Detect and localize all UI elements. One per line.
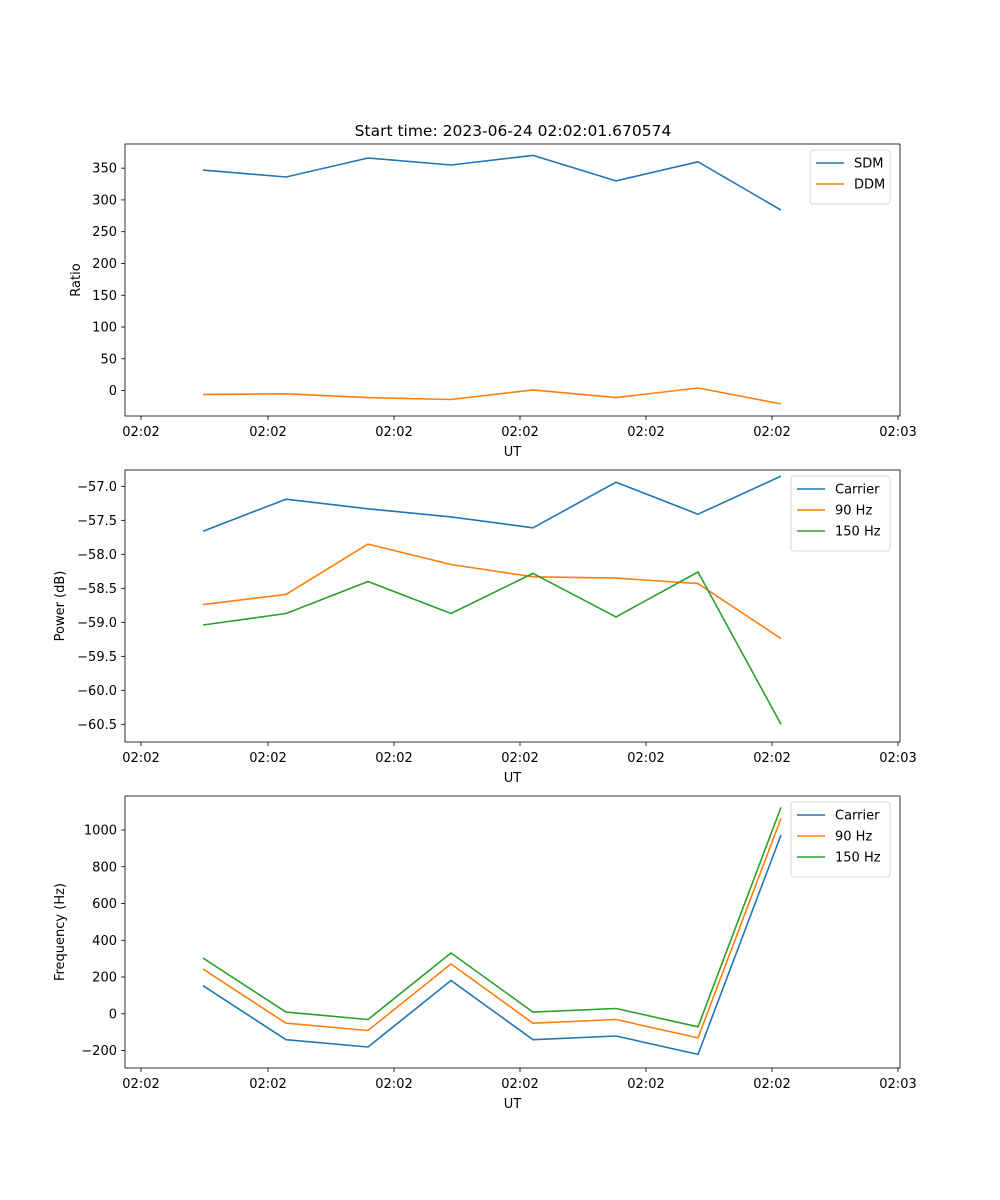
y-tick-label: −57.5 (77, 514, 117, 529)
x-axis-label: UT (504, 445, 522, 460)
x-tick-label: 02:03 (879, 1077, 916, 1092)
y-axis-label: Power (dB) (53, 571, 68, 642)
y-tick-label: −200 (81, 1044, 117, 1059)
y-tick-label: 300 (92, 193, 117, 208)
y-tick-label: 50 (100, 352, 117, 367)
y-tick-label: 350 (92, 162, 117, 177)
y-tick-label: 200 (92, 971, 117, 986)
x-tick-label: 02:02 (375, 1077, 412, 1092)
legend-label: 90 Hz (835, 504, 872, 519)
series-line-150-hz (202, 807, 782, 1028)
x-tick-label: 02:02 (627, 425, 664, 440)
plot-frame (124, 469, 901, 743)
y-tick-label: −59.0 (77, 616, 117, 631)
legend-label: Carrier (835, 483, 880, 498)
x-tick-label: 02:02 (375, 751, 412, 766)
x-tick-label: 02:02 (375, 425, 412, 440)
figure-title: Start time: 2023-06-24 02:02:01.670574 (355, 122, 672, 140)
y-tick-label: −58.5 (77, 582, 117, 597)
x-tick-label: 02:02 (501, 425, 538, 440)
chart-panel-2: 02:02 02:02 02:02 02:02 02:02 02:02 02:03 UT −57… (53, 469, 917, 786)
legend-label: SDM (854, 157, 883, 172)
x-tick-label: 02:02 (122, 751, 159, 766)
legend-box (790, 801, 891, 878)
y-tick-label: 100 (92, 321, 117, 336)
x-tick-label: 02:03 (879, 751, 916, 766)
x-tick-label: 02:02 (627, 751, 664, 766)
x-tick-label: 02:02 (501, 1077, 538, 1092)
series-line-150-hz (202, 571, 782, 725)
y-tick-label: 0 (109, 384, 117, 399)
x-tick-label: 02:02 (249, 425, 286, 440)
x-tick-label: 02:02 (122, 425, 159, 440)
series-line-90-hz (202, 818, 782, 1039)
y-tick-label: −58.0 (77, 548, 117, 563)
x-tick-label: 02:03 (879, 425, 916, 440)
legend-label: 150 Hz (835, 851, 881, 866)
y-tick-label: 250 (92, 225, 117, 240)
y-tick-label: 600 (92, 897, 117, 912)
series-line-carrier (202, 475, 782, 532)
series-line-sdm (202, 154, 782, 211)
legend-label: 90 Hz (835, 830, 872, 845)
legend-box (790, 475, 891, 552)
y-tick-label: 1000 (84, 824, 117, 839)
y-axis-label: Frequency (Hz) (53, 883, 68, 981)
y-tick-label: −60.5 (77, 718, 117, 733)
series-line-90-hz (202, 543, 782, 640)
x-tick-label: 02:02 (122, 1077, 159, 1092)
y-tick-label: 0 (109, 1007, 117, 1022)
plot-frame (124, 795, 901, 1069)
y-axis-label: Ratio (69, 263, 84, 296)
legend-label: 150 Hz (835, 525, 881, 540)
x-tick-label: 02:02 (249, 751, 286, 766)
legend-label: Carrier (835, 809, 880, 824)
chart-panel-1: 02:02 02:02 02:02 02:02 02:02 02:02 02:03 UT 0 50… (69, 143, 917, 460)
y-tick-label: 200 (92, 257, 117, 272)
x-axis-label: UT (504, 1097, 522, 1112)
x-tick-label: 02:02 (753, 751, 790, 766)
y-tick-label: −59.5 (77, 650, 117, 665)
series-line-carrier (202, 834, 782, 1056)
legend-label: DDM (854, 178, 885, 193)
x-tick-label: 02:02 (627, 1077, 664, 1092)
chart-panel-3: 02:02 02:02 02:02 02:02 02:02 02:02 02:03 UT −20… (53, 795, 917, 1112)
x-axis-label: UT (504, 771, 522, 786)
y-tick-label: 400 (92, 934, 117, 949)
y-tick-label: −60.0 (77, 684, 117, 699)
legend: SDM DDM (809, 149, 891, 205)
x-tick-label: 02:02 (753, 1077, 790, 1092)
legend: Carrier 90 Hz 150 Hz (790, 475, 891, 552)
y-tick-label: 150 (92, 289, 117, 304)
x-tick-label: 02:02 (753, 425, 790, 440)
x-tick-label: 02:02 (249, 1077, 286, 1092)
y-tick-label: 800 (92, 860, 117, 875)
series-line-ddm (202, 387, 782, 405)
y-tick-label: −57.0 (77, 480, 117, 495)
legend: Carrier 90 Hz 150 Hz (790, 801, 891, 878)
x-tick-label: 02:02 (501, 751, 538, 766)
plot-frame (124, 143, 901, 417)
